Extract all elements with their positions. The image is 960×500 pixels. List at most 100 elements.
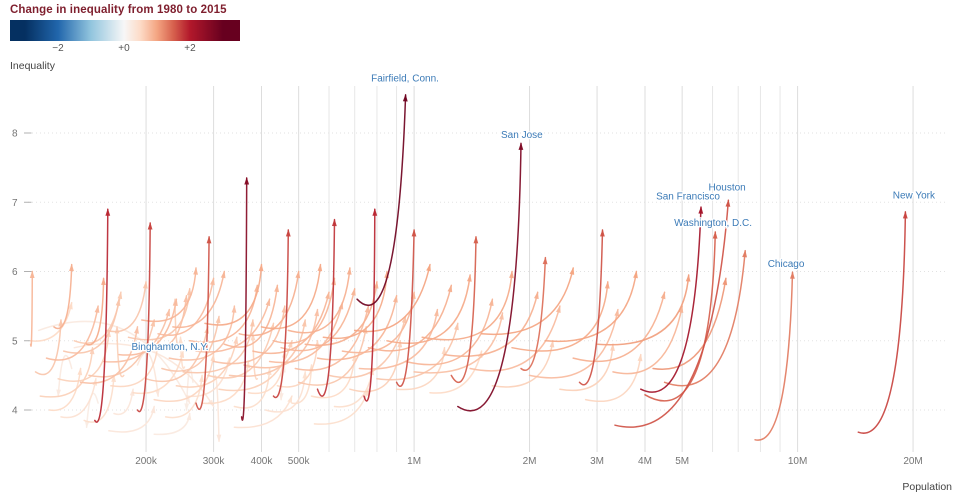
city-arrow-head <box>250 332 256 341</box>
city-label: Houston <box>709 183 746 194</box>
city-arrow-head <box>115 298 121 306</box>
legend-gradient-bar <box>10 20 240 41</box>
city-arrow <box>596 274 690 346</box>
city-arrow <box>252 333 259 380</box>
city-arrow-head <box>790 271 795 279</box>
city-arrow <box>223 284 279 348</box>
city-arrow-head <box>210 353 216 362</box>
city-arrow-head <box>173 298 178 306</box>
city-arrow-head <box>184 403 190 411</box>
city-arrow <box>145 326 209 383</box>
city-arrow-head <box>150 405 156 414</box>
city-arrow-head <box>68 301 73 310</box>
city-arrow-head <box>210 277 215 286</box>
city-arrow <box>153 412 191 436</box>
city-arrow <box>652 277 727 370</box>
city-arrow-head <box>351 287 356 296</box>
city-arrow <box>34 319 62 376</box>
city-arrow <box>404 298 494 366</box>
city-arrow-head <box>101 277 106 285</box>
city-arrow <box>83 374 115 423</box>
chart-title: Change in inequality from 1980 to 2015 <box>10 4 227 16</box>
city-arrow <box>175 336 238 388</box>
y-tick-label: 8 <box>12 129 18 140</box>
city-arrow <box>349 340 401 393</box>
city-arrow <box>48 367 82 412</box>
city-label: Binghamton, N.Y. <box>131 342 208 353</box>
city-arrow-head <box>488 298 494 306</box>
city-arrow <box>212 374 220 442</box>
city-arrow <box>233 367 271 409</box>
city-arrow-head <box>332 218 337 227</box>
city-arrow-head <box>454 322 459 331</box>
city-arrow-head <box>660 291 666 300</box>
city-arrow-head <box>193 267 198 275</box>
city-arrow <box>141 267 197 322</box>
city-arrow-head <box>467 274 472 282</box>
city-arrow <box>663 249 746 387</box>
city-arrow-head <box>258 263 264 272</box>
city-label: Chicago <box>768 259 805 270</box>
city-arrow-head <box>142 280 148 289</box>
city-arrow <box>857 211 907 434</box>
city-arrow <box>29 301 73 342</box>
city-arrow <box>238 270 300 337</box>
legend-tick-label: −2 <box>52 43 64 54</box>
city-arrow <box>136 222 151 413</box>
city-arrow-head <box>411 229 417 237</box>
city-arrow-head <box>902 210 908 219</box>
city-arrow <box>268 301 344 364</box>
city-arrow <box>201 360 250 405</box>
city-arrow-head <box>698 206 704 214</box>
city-arrow <box>287 267 351 334</box>
city-arrow <box>614 199 730 428</box>
city-arrow-head <box>265 298 271 307</box>
city-arrow <box>520 256 547 371</box>
city-arrow-head <box>364 305 370 313</box>
city-arrow-head <box>183 294 189 303</box>
city-arrow <box>612 305 683 375</box>
city-arrow <box>106 281 147 333</box>
city-arrow-head <box>302 370 308 379</box>
city-arrow-head <box>441 346 447 355</box>
city-arrow <box>85 277 105 346</box>
city-arrow <box>480 267 574 336</box>
city-arrow-head <box>397 339 403 348</box>
x-tick-label: 200k <box>135 456 158 467</box>
city-arrow <box>243 308 319 369</box>
city-arrow <box>240 177 248 421</box>
city-arrow-head <box>281 305 287 313</box>
color-legend: −2 +0 +2 <box>10 20 240 58</box>
city-arrow-head <box>186 412 192 421</box>
x-tick-label: 20M <box>903 456 922 467</box>
x-tick-label: 1M <box>407 456 421 467</box>
city-label: San Jose <box>501 130 543 141</box>
city-arrow-head <box>285 229 291 237</box>
city-arrow <box>572 291 666 363</box>
city-arrow <box>584 353 642 402</box>
y-tick-label: 6 <box>12 267 18 278</box>
city-arrow-head <box>402 93 408 102</box>
city-arrow-head <box>301 319 307 327</box>
city-arrow-head <box>105 208 111 216</box>
city-label: San Francisco <box>656 192 720 203</box>
city-arrow <box>413 312 504 374</box>
city-arrow-head <box>179 350 185 358</box>
city-arrow-head <box>499 312 504 320</box>
city-arrow-head <box>447 284 453 293</box>
city-arrow <box>172 270 226 329</box>
city-label: New York <box>893 190 936 201</box>
city-arrow-head <box>685 274 691 282</box>
city-arrow <box>29 270 34 347</box>
city-arrow-head <box>426 263 431 272</box>
legend-tick-label: +2 <box>184 43 196 54</box>
city-arrow-head <box>556 305 561 313</box>
city-label: Washington, D.C. <box>674 218 752 229</box>
city-arrow <box>60 378 97 419</box>
city-arrow-head <box>637 353 643 362</box>
city-arrow-head <box>216 434 222 443</box>
city-arrow-head <box>233 336 239 345</box>
city-arrow <box>421 270 513 341</box>
